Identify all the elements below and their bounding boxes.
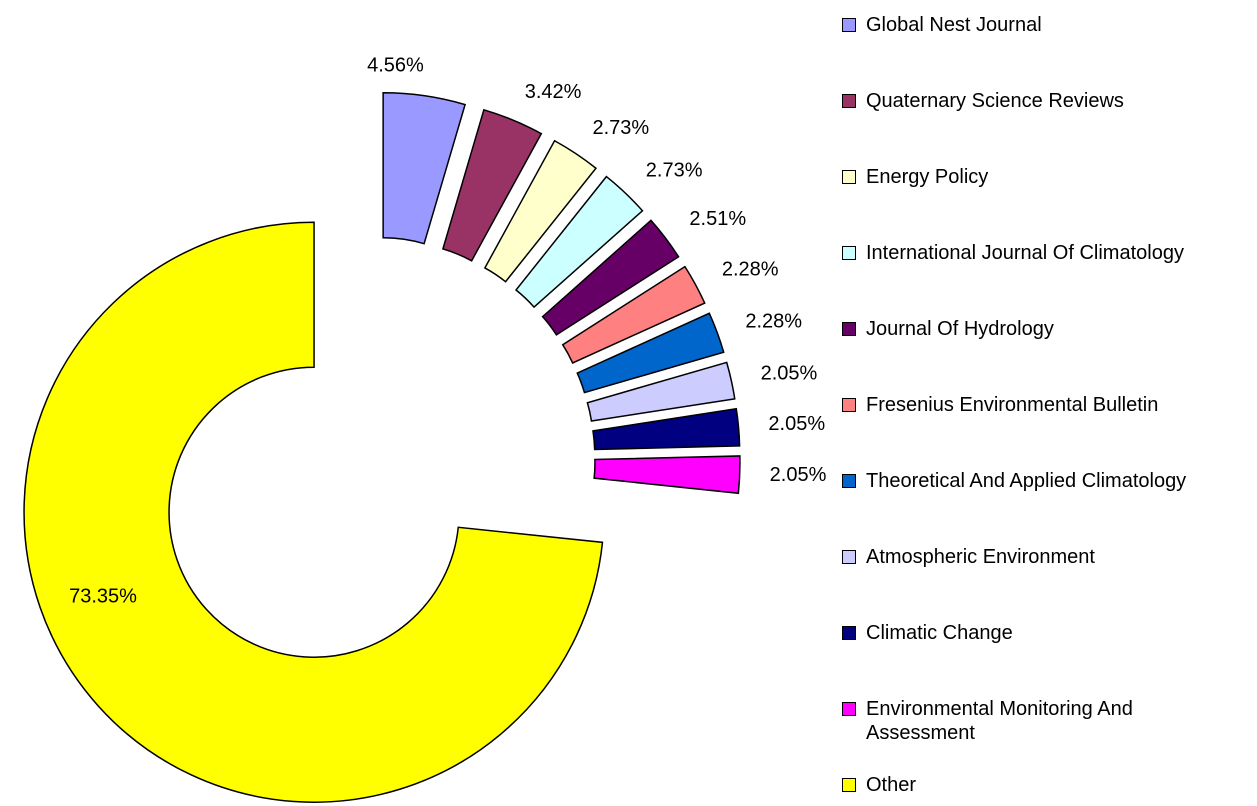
legend-label: Quaternary Science Reviews [866, 90, 1124, 112]
data-label: 2.73% [646, 159, 703, 181]
data-label: 3.42% [525, 81, 582, 103]
legend-label: Theoretical And Applied Climatology [866, 470, 1187, 492]
data-label: 73.35% [69, 586, 137, 608]
data-label: 4.56% [367, 54, 424, 76]
donut-slice [441, 108, 543, 262]
legend-swatch [842, 246, 856, 260]
legend-label: Other [866, 774, 917, 796]
legend-label: Climatic Change [866, 622, 1013, 644]
donut-slice [23, 221, 604, 803]
data-label: 2.05% [768, 413, 825, 435]
data-label: 2.73% [592, 117, 649, 139]
legend-swatch [842, 474, 856, 488]
data-label: 2.28% [745, 310, 802, 332]
donut-slice [576, 312, 725, 394]
legend-label: Fresenius Environmental Bulletin [866, 394, 1159, 416]
donut-slice [514, 175, 644, 309]
legend-swatch [842, 550, 856, 564]
data-label: 2.05% [770, 464, 827, 486]
legend-label: Journal Of Hydrology [866, 318, 1054, 340]
donut-slice [592, 407, 741, 451]
legend-swatch [842, 322, 856, 336]
legend-swatch [842, 702, 856, 716]
legend-swatch [842, 18, 856, 32]
legend-label: Environmental Monitoring And Assessment [866, 698, 1133, 744]
legend-label: Energy Policy [866, 166, 989, 188]
legend-swatch [842, 94, 856, 108]
donut-slice [561, 265, 706, 364]
donut-slice [541, 219, 680, 336]
legend-swatch [842, 398, 856, 412]
plot: 4.56% 3.42% 2.73% 2.73% 2.51% 2.28% 2.28% 2.05%… [23, 54, 827, 803]
legend-label: Global Nest Journal [866, 14, 1042, 36]
legend-label: Atmospheric Environment [866, 546, 1095, 568]
donut-slice [586, 361, 736, 422]
data-label: 2.51% [689, 208, 746, 230]
data-label: 2.28% [722, 258, 779, 280]
legend-label: International Journal Of Climatology [866, 242, 1184, 264]
donut-slice [483, 139, 597, 283]
legend-swatch [842, 170, 856, 184]
donut-slice [593, 455, 741, 495]
legend-swatch [842, 778, 856, 792]
legend-swatch [842, 626, 856, 640]
data-label: 2.05% [761, 362, 818, 384]
donut-slice [382, 92, 467, 245]
